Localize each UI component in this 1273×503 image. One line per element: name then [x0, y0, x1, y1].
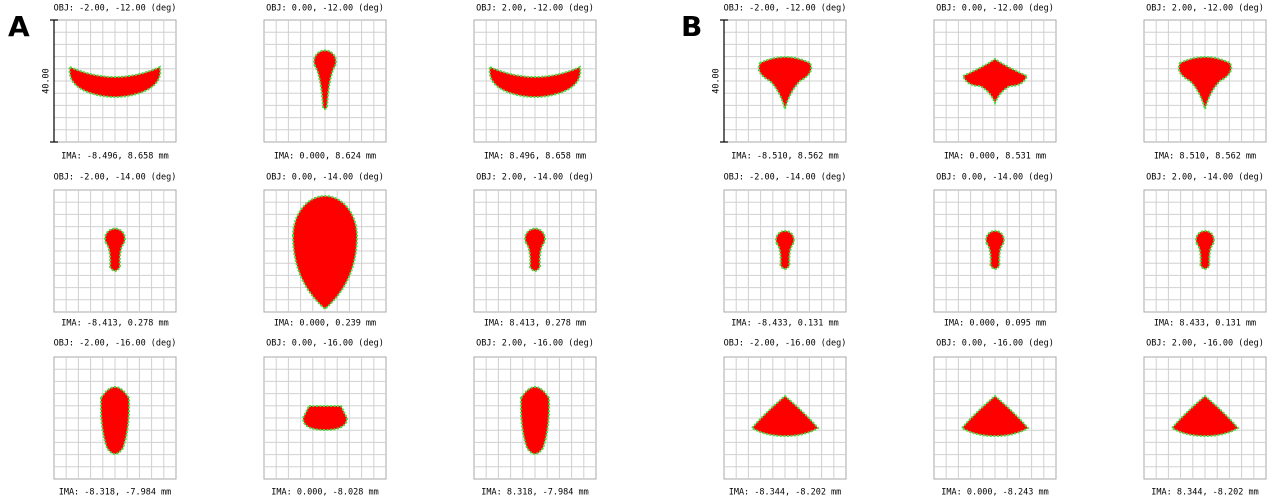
- spot-diagram: OBJ: 0.00, -14.00 (deg) IMA: 0.000, 0.239…: [263, 173, 387, 329]
- object-label: OBJ: -2.00, -12.00 (deg): [54, 4, 177, 14]
- spot-diagram: OBJ: 2.00, -12.00 (deg) IMA: 8.510, 8.562…: [1143, 4, 1267, 162]
- spot-diagram: OBJ: 2.00, -14.00 (deg) IMA: 8.413, 0.278…: [473, 173, 597, 329]
- image-label: IMA: -8.318, -7.984 mm: [59, 488, 172, 498]
- spot-diagram: OBJ: -2.00, -14.00 (deg) IMA: -8.433, 0.1…: [723, 173, 847, 329]
- object-label: OBJ: 2.00, -16.00 (deg): [1146, 339, 1264, 349]
- spot: [313, 49, 337, 110]
- image-label: IMA: -8.510, 8.562 mm: [731, 152, 838, 162]
- spot-diagram: OBJ: 0.00, -12.00 (deg) IMA: 0.000, 8.531…: [933, 4, 1057, 162]
- spot: [1177, 56, 1233, 113]
- object-label: OBJ: 0.00, -12.00 (deg): [936, 4, 1054, 14]
- spot: [750, 394, 820, 438]
- spot: [960, 394, 1030, 438]
- spot-diagram: OBJ: -2.00, -12.00 (deg) IMA: -8.496, 8.6…: [42, 4, 177, 162]
- object-label: OBJ: 2.00, -12.00 (deg): [476, 4, 594, 14]
- image-label: IMA: 8.413, 0.278 mm: [484, 319, 586, 329]
- panel-letter: A: [8, 10, 30, 43]
- spot-diagram: OBJ: -2.00, -12.00 (deg) IMA: -8.510, 8.5…: [712, 4, 847, 162]
- scale-label: 40.00: [42, 68, 52, 94]
- object-label: OBJ: 0.00, -14.00 (deg): [266, 173, 384, 183]
- object-label: OBJ: 0.00, -14.00 (deg): [936, 173, 1054, 183]
- object-label: OBJ: 0.00, -12.00 (deg): [266, 4, 384, 14]
- spot: [291, 195, 359, 311]
- spot-diagram: OBJ: 0.00, -16.00 (deg) IMA: 0.000, -8.02…: [263, 339, 387, 498]
- spot: [775, 229, 795, 270]
- image-label: IMA: 0.000, 8.624 mm: [274, 152, 376, 162]
- object-label: OBJ: -2.00, -16.00 (deg): [724, 339, 847, 349]
- spot: [1170, 394, 1240, 438]
- object-label: OBJ: 2.00, -14.00 (deg): [1146, 173, 1264, 183]
- object-label: OBJ: 0.00, -16.00 (deg): [266, 339, 384, 349]
- spot-diagram: OBJ: -2.00, -16.00 (deg) IMA: -8.344, -8.…: [723, 339, 847, 498]
- object-label: OBJ: -2.00, -14.00 (deg): [54, 173, 177, 183]
- spot: [524, 227, 546, 272]
- spot: [488, 65, 582, 98]
- object-label: OBJ: 2.00, -12.00 (deg): [1146, 4, 1264, 14]
- spot-diagram: OBJ: 2.00, -16.00 (deg) IMA: 8.318, -7.98…: [473, 339, 597, 498]
- panel-letter: B: [681, 10, 702, 43]
- image-label: IMA: 8.318, -7.984 mm: [481, 488, 588, 498]
- image-label: IMA: 8.510, 8.562 mm: [1154, 152, 1256, 162]
- spot-diagram: OBJ: 2.00, -16.00 (deg) IMA: 8.344, -8.20…: [1143, 339, 1267, 498]
- image-label: IMA: 0.000, 8.531 mm: [944, 152, 1046, 162]
- image-label: IMA: 0.000, -8.243 mm: [941, 488, 1048, 498]
- spot: [104, 227, 126, 272]
- spot: [99, 386, 131, 455]
- object-label: OBJ: -2.00, -14.00 (deg): [724, 173, 847, 183]
- image-label: IMA: 0.000, -8.028 mm: [271, 488, 378, 498]
- spot-diagram: OBJ: 2.00, -14.00 (deg) IMA: 8.433, 0.131…: [1143, 173, 1267, 329]
- image-label: IMA: 8.433, 0.131 mm: [1154, 319, 1256, 329]
- spot: [68, 65, 162, 98]
- spot: [961, 57, 1029, 106]
- image-label: IMA: -8.344, -8.202 mm: [729, 488, 842, 498]
- spot: [1195, 229, 1215, 270]
- spot-diagram: OBJ: 0.00, -14.00 (deg) IMA: 0.000, 0.095…: [933, 173, 1057, 329]
- image-label: IMA: 0.000, 0.095 mm: [944, 319, 1046, 329]
- spot-diagram: OBJ: 2.00, -12.00 (deg) IMA: 8.496, 8.658…: [473, 4, 597, 162]
- object-label: OBJ: -2.00, -12.00 (deg): [724, 4, 847, 14]
- object-label: OBJ: 2.00, -14.00 (deg): [476, 173, 594, 183]
- object-label: OBJ: 2.00, -16.00 (deg): [476, 339, 594, 349]
- spot: [757, 56, 813, 113]
- spot-diagram: OBJ: -2.00, -14.00 (deg) IMA: -8.413, 0.2…: [53, 173, 177, 329]
- spot: [985, 229, 1005, 270]
- spot-diagram: OBJ: 0.00, -16.00 (deg) IMA: 0.000, -8.24…: [933, 339, 1057, 498]
- spot: [301, 405, 349, 432]
- image-label: IMA: 8.344, -8.202 mm: [1151, 488, 1258, 498]
- spot-diagram: OBJ: 0.00, -12.00 (deg) IMA: 0.000, 8.624…: [263, 4, 387, 162]
- object-label: OBJ: 0.00, -16.00 (deg): [936, 339, 1054, 349]
- object-label: OBJ: -2.00, -16.00 (deg): [54, 339, 177, 349]
- spot-diagram: OBJ: -2.00, -16.00 (deg) IMA: -8.318, -7.…: [53, 339, 177, 498]
- image-label: IMA: -8.496, 8.658 mm: [61, 152, 168, 162]
- image-label: IMA: -8.413, 0.278 mm: [61, 319, 168, 329]
- image-label: IMA: 8.496, 8.658 mm: [484, 152, 586, 162]
- scale-label: 40.00: [712, 68, 722, 94]
- image-label: IMA: 0.000, 0.239 mm: [274, 319, 376, 329]
- spot: [519, 386, 551, 455]
- image-label: IMA: -8.433, 0.131 mm: [731, 319, 838, 329]
